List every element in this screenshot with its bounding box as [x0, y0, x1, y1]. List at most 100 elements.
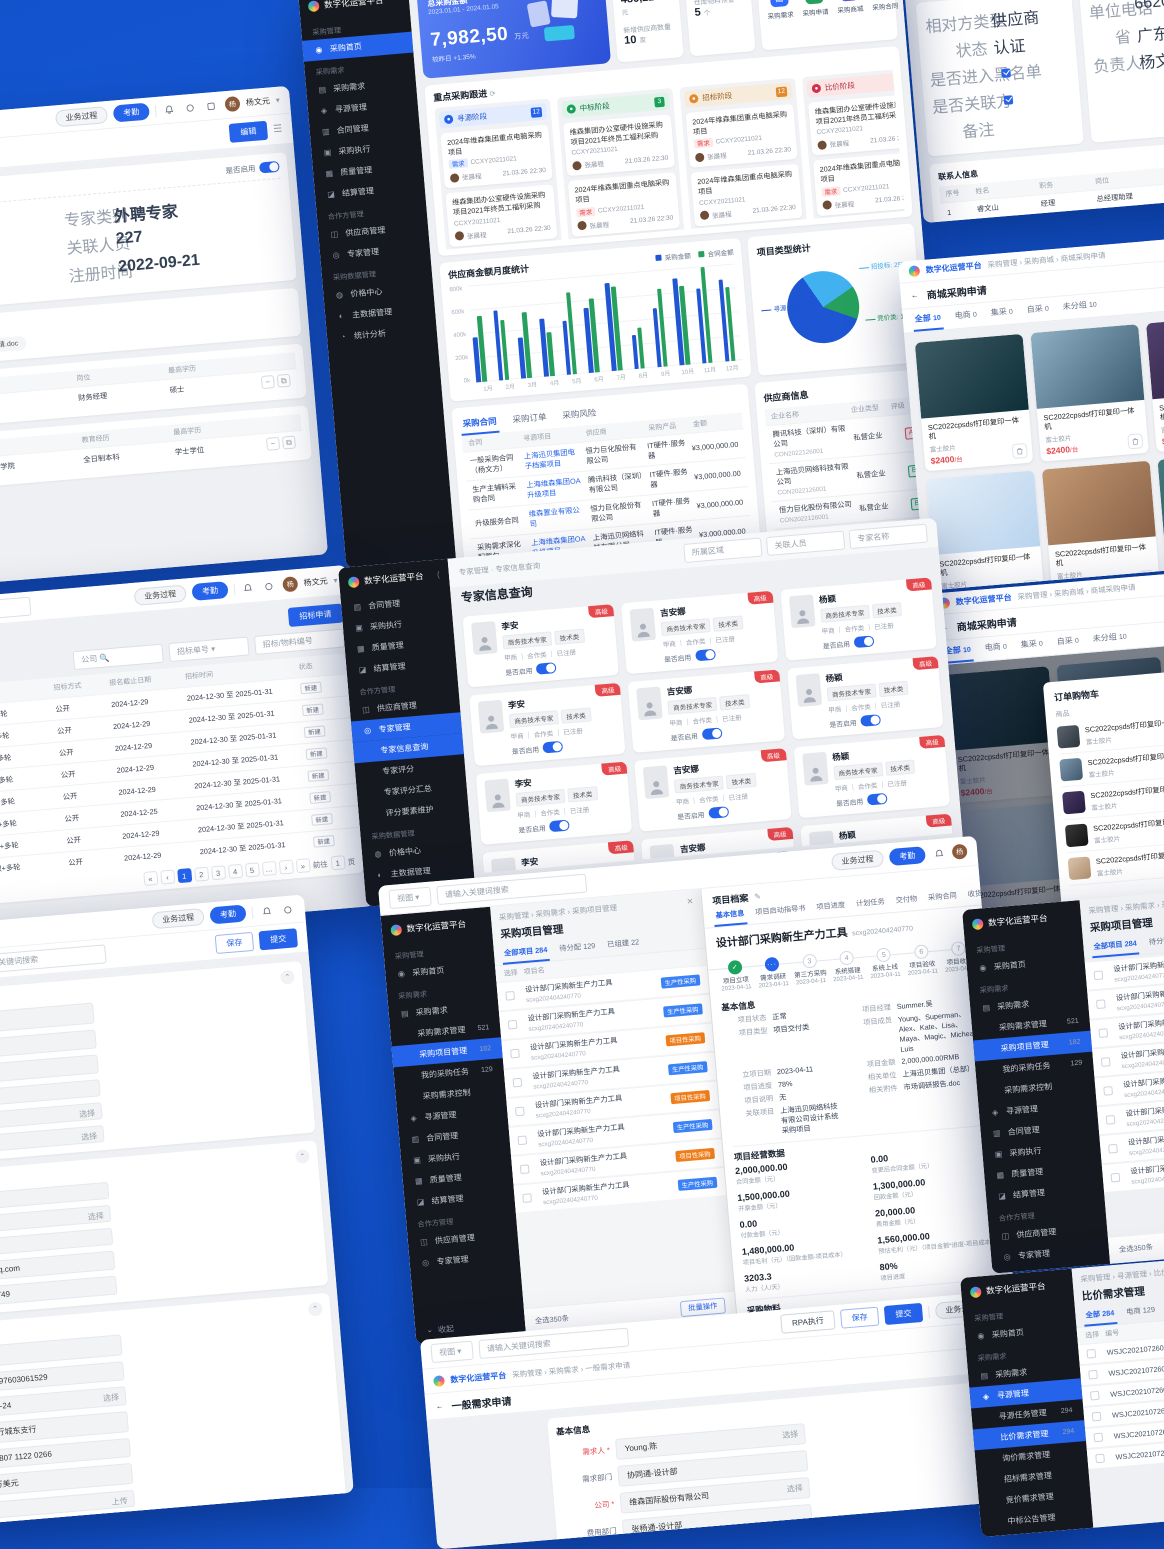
- form-input[interactable]: 上传: [0, 1490, 135, 1521]
- enable-toggle[interactable]: [860, 714, 881, 727]
- page-number[interactable]: 2: [194, 867, 209, 882]
- input-action[interactable]: 选择: [786, 1483, 803, 1495]
- copy-row-button[interactable]: ⧉: [282, 435, 296, 449]
- app-shortcut[interactable]: ◎ 采购合同: [870, 0, 899, 12]
- project-link[interactable]: 上海迅贝集团电子档案项目: [524, 447, 583, 472]
- contracts-tab[interactable]: 采购合同: [460, 411, 500, 436]
- expert-card[interactable]: 高级 吉安娜 商务技术专家 技术类 甲商 ｜ 合作类 ｜ 已注册 是否启用: [628, 669, 785, 752]
- kanban-card-item[interactable]: 2024年维森集团重点电脑采购项目 需求 CCXY20211021 张晨程 21…: [568, 172, 680, 236]
- product-card[interactable]: SC2022cpsdsf打印复印一体机 富士胶片 $2400: [926, 470, 1044, 591]
- row-checkbox[interactable]: [1088, 1370, 1098, 1380]
- page-number[interactable]: 5: [244, 862, 259, 877]
- row-checkbox[interactable]: [1106, 1115, 1116, 1125]
- project-tab[interactable]: 已组建 22: [605, 933, 643, 956]
- bell-icon[interactable]: [240, 580, 256, 596]
- view-select[interactable]: 视图 ▾: [388, 887, 431, 909]
- company-filter[interactable]: 公司 🔍: [73, 644, 164, 670]
- expert-card[interactable]: 高级 杨颖 商务技术专家 技术类 甲商 ｜ 合作类 ｜ 已注册 是否启用: [793, 735, 950, 818]
- project-link[interactable]: 维森置业有限公司: [528, 505, 587, 530]
- bell-icon[interactable]: [258, 903, 274, 919]
- attachment-chip[interactable]: XXXX专利申请.doc: [0, 335, 27, 356]
- chevron-up-icon[interactable]: ⌃: [280, 970, 295, 985]
- mall-tab[interactable]: 未分组 10: [1060, 293, 1100, 319]
- add-to-cart-button[interactable]: [1127, 433, 1143, 449]
- mall-tab[interactable]: 自采 0: [1054, 629, 1082, 654]
- enable-toggle[interactable]: [259, 161, 280, 174]
- product-card[interactable]: SC2022cpsdsf打印复印一体机 富士胶片 $2400/台: [1042, 461, 1160, 591]
- rpa-button[interactable]: RPA执行: [780, 1310, 835, 1333]
- kanban-card-item[interactable]: 维森集团办公室硬件设施采购项目2021年终员工福利采购 CCXY20211021…: [808, 94, 904, 156]
- bell-icon[interactable]: [931, 845, 947, 861]
- enable-toggle[interactable]: [536, 662, 557, 675]
- kanban-card-item[interactable]: 2024年维森集团重点电脑采购项目 CCXY20211021 张晨程 21.03…: [691, 164, 803, 226]
- detail-tab[interactable]: 交付物: [893, 890, 920, 912]
- app-shortcut[interactable]: ▤ 采购需求: [765, 0, 794, 21]
- expert-card[interactable]: 高级 李安 商务技术专家 技术类 甲商 ｜ 合作类 ｜ 已注册 是否启用: [476, 762, 633, 845]
- expert-card[interactable]: 高级 李安 商务技术专家 技术类 甲商 ｜ 合作类 ｜ 已注册 是否启用: [463, 604, 620, 687]
- form-input[interactable]: 17 1827 3749: [0, 1276, 117, 1309]
- row-checkbox[interactable]: [510, 1049, 520, 1059]
- refresh-icon[interactable]: ⟳: [490, 91, 496, 98]
- add-to-cart-button[interactable]: [1012, 443, 1028, 459]
- row-checkbox[interactable]: [520, 1164, 530, 1174]
- avatar[interactable]: 杨: [282, 576, 298, 592]
- collapse-icon[interactable]: ⟨: [436, 569, 440, 580]
- theme-icon[interactable]: [279, 901, 295, 917]
- enable-toggle[interactable]: [853, 635, 874, 648]
- mall-tab[interactable]: 电商 0: [952, 303, 980, 328]
- row-checkbox[interactable]: [1098, 1028, 1108, 1038]
- contracts-tab[interactable]: 采购订单: [510, 407, 550, 432]
- kanban-card-item[interactable]: 2024年维森集团重点电脑采购项目 需求 CCXY20211021 张晨程 21…: [685, 104, 797, 168]
- theme-icon[interactable]: [261, 578, 277, 594]
- prev-page-button[interactable]: ‹: [160, 870, 175, 885]
- row-checkbox[interactable]: [505, 991, 515, 1001]
- detail-tab[interactable]: 项目进度: [814, 896, 848, 919]
- kanban-card-item[interactable]: 2024年维森集团重点电脑采购项目 需求 CCXY20211021 张晨程 21…: [440, 125, 552, 189]
- goto-input[interactable]: 1: [330, 855, 345, 870]
- fullscreen-icon[interactable]: [203, 98, 219, 114]
- row-checkbox[interactable]: [1096, 999, 1106, 1009]
- row-checkbox[interactable]: [1090, 1391, 1100, 1401]
- save-button[interactable]: 保存: [840, 1307, 879, 1329]
- kanban-column-header[interactable]: ● 寻源阶段 12: [439, 103, 548, 129]
- filter-input[interactable]: 所属区域: [683, 538, 762, 563]
- page-number[interactable]: 4: [228, 864, 243, 879]
- select-all-label[interactable]: 全选350条: [535, 1314, 570, 1327]
- expert-card[interactable]: 高级 吉安娜 商务技术专家 技术类 甲商 ｜ 合作类 ｜ 已注册 是否启用: [635, 748, 792, 831]
- row-checkbox[interactable]: [1111, 1173, 1121, 1183]
- enable-toggle[interactable]: [543, 741, 564, 754]
- expert-card[interactable]: 高级 李安 商务技术专家 技术类 甲商 ｜ 合作类 ｜ 已注册 是否启用: [469, 683, 626, 766]
- kanban-card-item[interactable]: 2024年维森集团重点电脑采购项目 需求 CCXY20211021 张晨程 21…: [813, 152, 905, 216]
- chevron-up-icon[interactable]: ⌃: [295, 1149, 310, 1164]
- project-tab[interactable]: 待分配 129: [1146, 930, 1164, 953]
- copy-row-button[interactable]: ⧉: [277, 374, 291, 388]
- bid-apply-button[interactable]: 招标申请: [288, 604, 343, 627]
- detail-tab[interactable]: 基本信息: [713, 904, 747, 927]
- enable-toggle[interactable]: [708, 806, 729, 819]
- row-checkbox[interactable]: [508, 1020, 518, 1030]
- expert-card[interactable]: 高级 杨颖 商务技术专家 技术类 甲商 ｜ 合作类 ｜ 已注册 是否启用: [780, 577, 937, 660]
- last-page-button[interactable]: »: [295, 858, 310, 873]
- view-select[interactable]: 视图 ▾: [430, 1341, 473, 1363]
- submit-button[interactable]: 提交: [884, 1303, 923, 1325]
- product-card[interactable]: SC2022cpsdsf打印复印一体机 富士胶片 $2400/台: [915, 334, 1033, 472]
- expert-card[interactable]: 高级 吉安娜 商务技术专家 技术类 甲商 ｜ 合作类 ｜ 已注册 是否启用: [621, 591, 778, 674]
- page-number[interactable]: 3: [211, 865, 226, 880]
- avatar[interactable]: 杨: [224, 96, 240, 112]
- mall-tab[interactable]: 未分组 10: [1090, 625, 1130, 651]
- enable-toggle[interactable]: [701, 727, 722, 740]
- submit-button[interactable]: 提交: [259, 928, 298, 950]
- chevron-up-icon[interactable]: ⌃: [308, 1301, 323, 1316]
- next-page-button[interactable]: ›: [278, 860, 293, 875]
- compare-tab[interactable]: 电商 129: [1124, 1301, 1158, 1324]
- row-checkbox[interactable]: [1103, 1086, 1113, 1096]
- edit-button[interactable]: 编辑: [229, 121, 268, 143]
- detail-tab[interactable]: 采购合同: [925, 886, 959, 909]
- mall-tab[interactable]: 集采 0: [1018, 632, 1046, 657]
- row-checkbox[interactable]: [517, 1135, 527, 1145]
- enable-toggle[interactable]: [549, 820, 570, 833]
- attendance-button[interactable]: 考勤: [209, 904, 246, 924]
- order-no-filter[interactable]: 招标单号 ▾: [168, 636, 249, 662]
- product-card[interactable]: SC2022cpsdsf打印复印一体机 富士胶片 $2400/台: [1146, 314, 1164, 452]
- attendance-button[interactable]: 考勤: [113, 103, 150, 123]
